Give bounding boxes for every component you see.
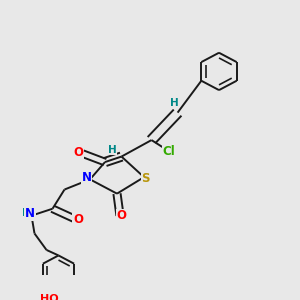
Text: O: O: [73, 213, 83, 226]
Text: H: H: [108, 145, 117, 155]
Text: N: N: [81, 172, 92, 184]
Text: N: N: [25, 207, 35, 220]
Text: H: H: [22, 208, 31, 218]
Text: O: O: [116, 209, 127, 222]
Text: HO: HO: [40, 294, 59, 300]
Text: H: H: [170, 98, 179, 108]
Text: O: O: [73, 146, 83, 159]
Text: S: S: [141, 172, 150, 185]
Text: Cl: Cl: [163, 145, 175, 158]
